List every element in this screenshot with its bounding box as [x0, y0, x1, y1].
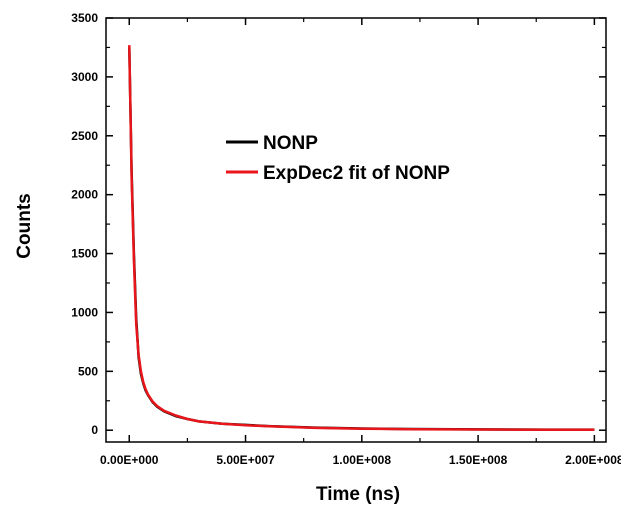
series-line-nonp	[128, 47, 595, 431]
y-tick-label: 1000	[71, 305, 98, 319]
ticks-group: 0 500 1000 1500 2000 2500 3000 3500 0.00E+000 5.0…	[71, 11, 621, 467]
y-axis-title: Counts	[14, 193, 35, 258]
x-tick-label: 2.00E+008	[565, 453, 621, 467]
legend-label-nonp: NONP	[263, 133, 318, 154]
x-tick-label: 5.00E+007	[216, 453, 275, 467]
x-tick-label: 1.50E+008	[449, 453, 508, 467]
legend: NONP ExpDec2 fit of NONP	[226, 133, 450, 184]
legend-label-fit: ExpDec2 fit of NONP	[263, 163, 450, 184]
y-tick-label: 0	[91, 423, 98, 437]
plot-frame	[105, 17, 607, 443]
y-tick-label: 2000	[71, 188, 98, 202]
series-group	[128, 45, 595, 432]
x-axis-title: Time (ns)	[316, 484, 400, 505]
x-tick-label: 1.00E+008	[333, 453, 392, 467]
x-tick-label: 0.00E+000	[100, 453, 159, 467]
y-tick-label: 1500	[71, 247, 98, 261]
y-tick-label: 500	[78, 364, 98, 378]
y-tick-label: 2500	[71, 129, 98, 143]
plot-frame-group	[105, 17, 607, 443]
y-tick-label: 3500	[71, 11, 98, 25]
series-line-fit	[128, 45, 595, 432]
y-tick-label: 3000	[71, 70, 98, 84]
